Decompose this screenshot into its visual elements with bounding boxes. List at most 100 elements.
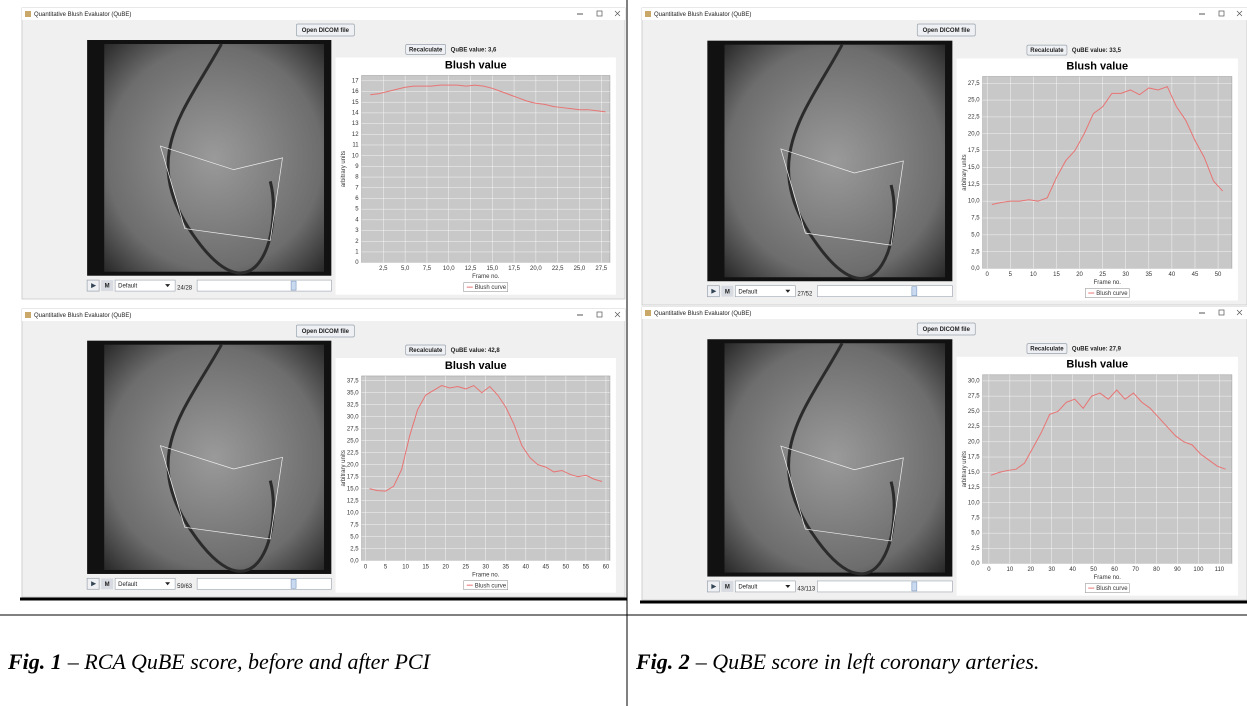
y-tick-label: 13 [352, 121, 359, 127]
x-tick-label: 40 [1069, 567, 1076, 573]
frame-slider[interactable] [196, 279, 332, 292]
preset-dropdown[interactable] [735, 580, 796, 593]
preset-label: Default [118, 284, 137, 290]
open-dicom-button[interactable] [916, 322, 976, 336]
y-tick-label: 17,5 [347, 474, 359, 480]
maximize-button[interactable] [1218, 309, 1225, 316]
x-tick-label: 90 [1174, 567, 1181, 573]
y-tick-label: 30,0 [347, 414, 359, 420]
maximize-button[interactable] [596, 10, 603, 17]
maximize-button[interactable] [1218, 10, 1225, 17]
y-tick-label: 27,5 [347, 426, 359, 432]
y-tick-label: 22,5 [968, 424, 980, 430]
slider-thumb[interactable] [911, 286, 918, 296]
x-tick-label: 40 [522, 564, 529, 570]
legend-box [1085, 288, 1130, 298]
slider-thumb[interactable] [290, 579, 297, 589]
slider-thumb[interactable] [290, 280, 297, 291]
recalculate-button[interactable] [405, 44, 447, 55]
y-tick-label: 9 [355, 164, 359, 170]
x-tick-label: 7,5 [423, 266, 432, 272]
x-tick-label: 25 [462, 564, 469, 570]
x-tick-label: 10 [402, 564, 409, 570]
preset-dropdown[interactable] [114, 279, 176, 292]
y-tick-label: 3 [355, 228, 359, 234]
open-dicom-label: Open DICOM file [302, 329, 350, 335]
x-tick-label: 0 [987, 567, 991, 573]
x-tick-label: 20 [442, 564, 449, 570]
recalculate-button[interactable] [1026, 44, 1068, 56]
legend-box [463, 580, 509, 590]
caption-label: Fig. 1 [7, 649, 62, 674]
open-dicom-button[interactable] [916, 23, 976, 37]
y-tick-label: 10 [352, 153, 359, 159]
x-tick-label: 5 [1009, 272, 1013, 278]
title-bar [22, 8, 625, 20]
close-button[interactable] [1236, 309, 1243, 316]
window-title: Quantitative Blush Evaluator (QuBE) [654, 311, 751, 317]
mode-label: M [105, 582, 110, 588]
y-tick-label: 25,0 [968, 409, 980, 415]
close-button[interactable] [614, 311, 621, 318]
y-tick-label: 8 [355, 175, 359, 181]
y-tick-label: 0,0 [971, 266, 980, 272]
open-dicom-button[interactable] [296, 23, 355, 37]
app-window: Quantitative Blush Evaluator (QuBE) Open … [21, 7, 626, 300]
preset-label: Default [738, 289, 757, 295]
y-tick-label: 17,5 [968, 148, 980, 154]
y-tick-label: 6 [355, 196, 359, 202]
caption: Fig. 2– QuBE score in left coronary arte… [635, 649, 1039, 674]
x-tick-label: 10 [1006, 567, 1013, 573]
app-icon [645, 11, 651, 17]
play-icon [711, 288, 717, 294]
slider-thumb[interactable] [911, 581, 918, 592]
app-window: Quantitative Blush Evaluator (QuBE) Open … [21, 308, 626, 598]
plot-area [982, 76, 1233, 269]
dropdown-arrow [785, 584, 791, 588]
mode-label: M [725, 289, 730, 295]
frame-slider[interactable] [196, 577, 332, 590]
y-tick-label: 10,0 [968, 500, 980, 506]
roi-outline [159, 445, 283, 540]
preset-dropdown[interactable] [735, 285, 796, 297]
dropdown-arrow [165, 582, 171, 586]
y-tick-label: 14 [352, 110, 359, 116]
x-axis-label: Frame no. [472, 274, 500, 280]
x-tick-label: 60 [1111, 567, 1118, 573]
angiogram-image [104, 344, 325, 570]
y-tick-label: 2,5 [350, 546, 359, 552]
open-dicom-button[interactable] [296, 324, 355, 338]
maximize-button[interactable] [596, 311, 603, 318]
frame-slider[interactable] [817, 580, 953, 593]
x-axis-label: Frame no. [1094, 280, 1122, 286]
x-tick-label: 45 [543, 564, 550, 570]
x-tick-label: 15 [422, 564, 429, 570]
y-tick-label: 35,0 [347, 390, 359, 396]
y-tick-label: 17,5 [968, 455, 980, 461]
y-tick-label: 10,0 [347, 510, 359, 516]
x-tick-label: 20 [1027, 567, 1034, 573]
recalculate-button[interactable] [405, 344, 447, 356]
y-tick-label: 20,0 [968, 131, 980, 137]
x-tick-label: 10,0 [443, 266, 455, 272]
recalculate-button[interactable] [1026, 343, 1068, 354]
recalculate-label: Recalculate [409, 47, 443, 53]
vessel [787, 342, 896, 576]
blush-curve [990, 389, 1226, 476]
title-bar [642, 307, 1247, 319]
x-tick-label: 35 [502, 564, 509, 570]
x-tick-label: 25,0 [574, 266, 586, 272]
x-tick-label: 15,0 [486, 266, 498, 272]
preset-dropdown[interactable] [114, 577, 176, 590]
y-tick-label: 7 [355, 185, 359, 191]
close-button[interactable] [614, 10, 621, 17]
y-tick-label: 22,5 [347, 450, 359, 456]
qube-value: QuBE value: 42,8 [451, 348, 501, 354]
y-tick-label: 25,0 [968, 98, 980, 104]
close-button[interactable] [1236, 10, 1243, 17]
frame-counter: 43/113 [797, 587, 816, 593]
frame-slider[interactable] [817, 285, 953, 297]
app-icon [645, 310, 651, 316]
app-window: Quantitative Blush Evaluator (QuBE) Open … [641, 7, 1247, 306]
y-tick-label: 27,5 [968, 394, 980, 400]
